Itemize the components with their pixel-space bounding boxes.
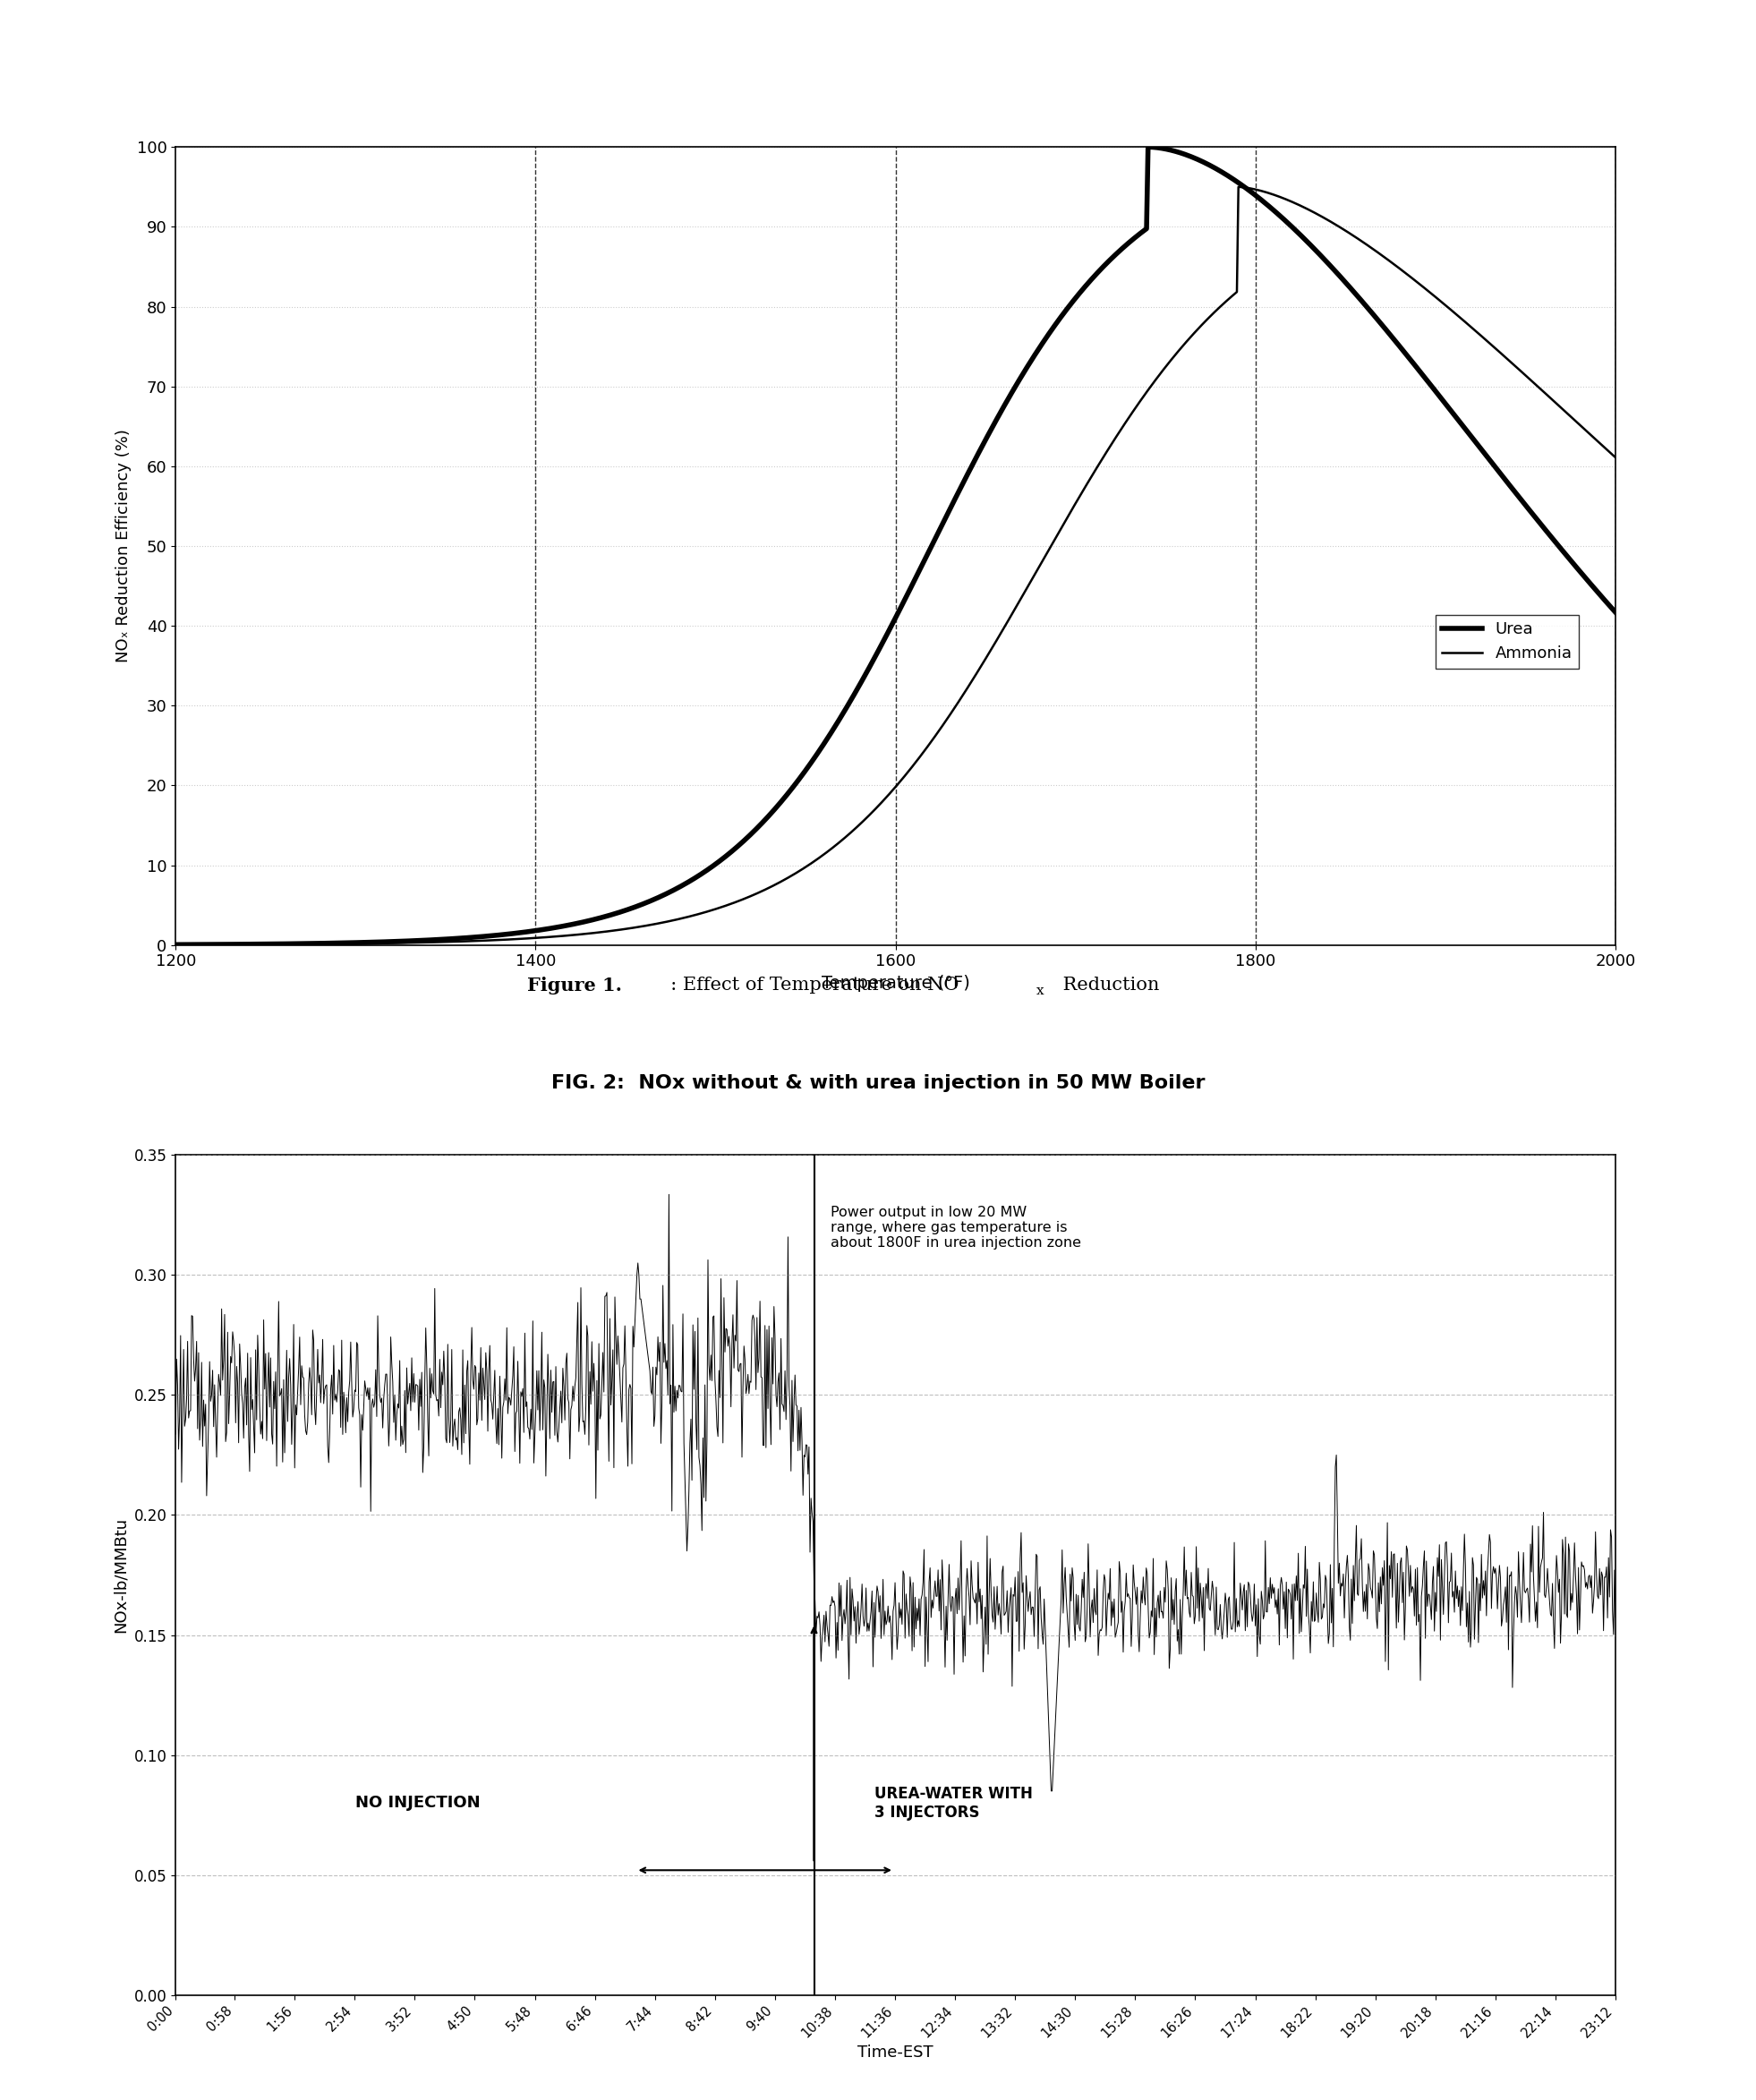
- Urea: [321, 930, 342, 956]
- Text: UREA-WATER WITH
3 INJECTORS: UREA-WATER WITH 3 INJECTORS: [874, 1785, 1033, 1821]
- Text: x: x: [1036, 985, 1043, 997]
- Ammonia: [1227, 174, 1249, 200]
- Ammonia: [165, 932, 186, 958]
- Urea: [1359, 298, 1380, 323]
- Urea: [783, 773, 804, 798]
- Ammonia: [1215, 288, 1236, 313]
- Ammonia: [1695, 525, 1716, 550]
- Text: NO INJECTION: NO INJECTION: [356, 1795, 481, 1810]
- Urea: [165, 932, 186, 958]
- Urea: [839, 691, 860, 716]
- Text: Power output in low 20 MW
range, where gas temperature is
about 1800F in urea in: Power output in low 20 MW range, where g…: [831, 1205, 1082, 1249]
- Urea: [1217, 164, 1238, 189]
- Ammonia: [839, 821, 860, 846]
- Text: : Effect of Temperature on NO: : Effect of Temperature on NO: [658, 977, 959, 993]
- Y-axis label: NOx-lb/MMBtu: NOx-lb/MMBtu: [112, 1516, 128, 1634]
- Y-axis label: NOₓ Reduction Efficiency (%): NOₓ Reduction Efficiency (%): [116, 428, 132, 664]
- X-axis label: Time-EST: Time-EST: [857, 2045, 934, 2060]
- Line: Urea: Urea: [176, 147, 1705, 945]
- Line: Ammonia: Ammonia: [176, 187, 1705, 945]
- Ammonia: [1359, 235, 1380, 260]
- Ammonia: [783, 861, 804, 886]
- Ammonia: [1387, 254, 1408, 279]
- Urea: [1695, 693, 1716, 718]
- X-axis label: Temperature (°F): Temperature (°F): [822, 974, 969, 991]
- Text: FIG. 2:  NOx without & with urea injection in 50 MW Boiler: FIG. 2: NOx without & with urea injectio…: [551, 1073, 1205, 1092]
- Text: Reduction: Reduction: [1057, 977, 1159, 993]
- Ammonia: [321, 930, 342, 956]
- Urea: [1138, 134, 1159, 160]
- Urea: [1387, 332, 1408, 357]
- Legend: Urea, Ammonia: Urea, Ammonia: [1435, 615, 1579, 668]
- Text: Figure 1.: Figure 1.: [527, 977, 622, 995]
